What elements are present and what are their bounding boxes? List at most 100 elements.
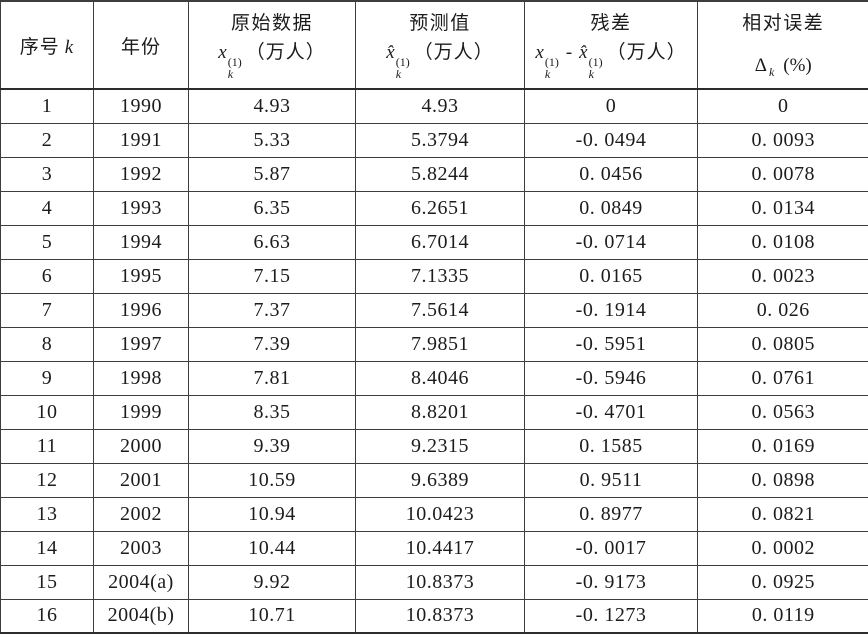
col-header-predicted-title: 预测值: [409, 13, 471, 34]
col-header-residual-title: 残差: [590, 13, 632, 34]
table-cell: 10.59: [188, 462, 356, 498]
col-header-year-label: 年份: [120, 36, 161, 58]
table-cell: 5: [0, 224, 94, 260]
col-header-index-variable: k: [64, 36, 75, 58]
table-cell: 10.94: [188, 496, 356, 532]
table-cell: 0: [697, 88, 868, 124]
minus-sign: -: [565, 42, 573, 63]
x-variable: x: [218, 42, 227, 63]
table-cell: 7.5614: [355, 292, 525, 328]
table-cell: 0. 0563: [697, 394, 868, 430]
table-cell: 6.2651: [355, 190, 525, 226]
table-cell: -0. 9173: [524, 564, 698, 600]
table-row: 1 1990 4.93 4.93 0 0: [0, 88, 868, 124]
table-cell: 1993: [93, 190, 189, 226]
table-cell: 6.63: [188, 224, 356, 260]
table-cell: 1998: [93, 360, 189, 396]
table-cell: 10.71: [188, 598, 356, 634]
table-row: 7 1996 7.37 7.5614 -0. 1914 0. 026: [0, 292, 868, 328]
table-cell: -0. 5951: [524, 326, 698, 362]
table-cell: 4: [0, 190, 94, 226]
header-row: 序号 k 年份 原始数据 x (1) k （万人） 预测值: [0, 0, 868, 90]
table-cell: 5.87: [188, 156, 356, 192]
table-cell: 0. 0761: [697, 360, 868, 396]
table-cell: 0. 8977: [524, 496, 698, 532]
table-cell: 1999: [93, 394, 189, 430]
x-variable: x: [535, 42, 544, 63]
table-cell: 0. 0119: [697, 598, 868, 634]
table-cell: 1: [0, 88, 94, 124]
table-cell: 7.39: [188, 326, 356, 362]
table-cell: 14: [0, 530, 94, 566]
table-cell: -0. 0494: [524, 122, 698, 158]
table-cell: 7: [0, 292, 94, 328]
table-cell: -0. 0017: [524, 530, 698, 566]
subscript: k: [544, 67, 551, 81]
table-row: 12 2001 10.59 9.6389 0. 9511 0. 0898: [0, 462, 868, 498]
table-row: 2 1991 5.33 5.3794 -0. 0494 0. 0093: [0, 122, 868, 158]
table-row: 13 2002 10.94 10.0423 0. 8977 0. 0821: [0, 496, 868, 532]
table-row: 4 1993 6.35 6.2651 0. 0849 0. 0134: [0, 190, 868, 226]
table-cell: -0. 1273: [524, 598, 698, 634]
col-header-index: 序号 k: [0, 0, 94, 90]
table-cell: 16: [0, 598, 94, 634]
table-cell: 0. 0898: [697, 462, 868, 498]
table-cell: 0: [524, 88, 698, 124]
table-cell: 10.44: [188, 530, 356, 566]
table-cell: 1990: [93, 88, 189, 124]
table-cell: 0. 0805: [697, 326, 868, 362]
table-row: 16 2004(b) 10.71 10.8373 -0. 1273 0. 0119: [0, 598, 868, 634]
table-cell: 0. 0169: [697, 428, 868, 464]
table-cell: 8.4046: [355, 360, 525, 396]
table-row: 8 1997 7.39 7.9851 -0. 5951 0. 0805: [0, 326, 868, 362]
table-cell: 5.33: [188, 122, 356, 158]
table-row: 9 1998 7.81 8.4046 -0. 5946 0. 0761: [0, 360, 868, 396]
table-cell: 12: [0, 462, 94, 498]
table-cell: 1995: [93, 258, 189, 294]
table-cell: 1997: [93, 326, 189, 362]
sup-sub-stack: (1) k: [396, 56, 410, 80]
table-cell: 7.9851: [355, 326, 525, 362]
table-row: 15 2004(a) 9.92 10.8373 -0. 9173 0. 0925: [0, 564, 868, 600]
table-row: 10 1999 8.35 8.8201 -0. 4701 0. 0563: [0, 394, 868, 430]
delta-symbol: Δ: [754, 55, 767, 76]
original-data-formula: x (1) k （万人）: [218, 37, 325, 80]
unit-label: （万人）: [606, 42, 687, 63]
table-cell: 1996: [93, 292, 189, 328]
table-header: 序号 k 年份 原始数据 x (1) k （万人） 预测值: [0, 0, 868, 90]
table-cell: 0. 0093: [697, 122, 868, 158]
table-row: 3 1992 5.87 5.8244 0. 0456 0. 0078: [0, 156, 868, 192]
superscript: (1): [544, 55, 559, 69]
subscript: k: [768, 65, 775, 79]
x-hat-variable: x̂: [386, 42, 395, 63]
table-cell: 10.8373: [355, 598, 525, 634]
table-row: 5 1994 6.63 6.7014 -0. 0714 0. 0108: [0, 224, 868, 260]
table-cell: 0. 0108: [697, 224, 868, 260]
table-cell: -0. 5946: [524, 360, 698, 396]
table-cell: 10.4417: [355, 530, 525, 566]
subscript: k: [588, 67, 594, 81]
table-cell: 0. 0849: [524, 190, 698, 226]
col-header-residual: 残差 x (1) k - x̂ (1) k （万人）: [524, 0, 698, 90]
table-cell: 10.8373: [355, 564, 525, 600]
table-cell: 0. 9511: [524, 462, 698, 498]
sup-sub-stack: (1) k: [545, 56, 559, 80]
table-cell: -0. 0714: [524, 224, 698, 260]
residual-formula: x (1) k - x̂ (1) k （万人）: [535, 37, 686, 80]
table-cell: 2003: [93, 530, 189, 566]
table-cell: 0. 0002: [697, 530, 868, 566]
superscript: (1): [395, 55, 410, 69]
sup-sub-stack: (1) k: [589, 56, 603, 80]
table-cell: 0. 0023: [697, 258, 868, 294]
table-cell: 0. 1585: [524, 428, 698, 464]
table-cell: 0. 0821: [697, 496, 868, 532]
table-cell: 2004(a): [93, 564, 189, 600]
predicted-value-formula: x̂ (1) k （万人）: [386, 37, 493, 80]
table-cell: 3: [0, 156, 94, 192]
table-cell: 11: [0, 428, 94, 464]
col-header-index-label: 序号: [19, 36, 60, 58]
col-header-original-data: 原始数据 x (1) k （万人）: [188, 0, 356, 90]
table-cell: -0. 4701: [524, 394, 698, 430]
